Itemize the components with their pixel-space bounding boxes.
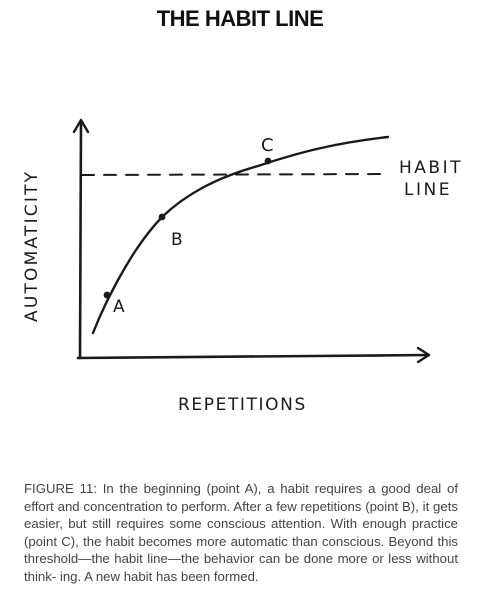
y-axis [78,120,83,360]
y-axis-arrowhead [72,118,90,134]
x-axis [76,353,430,360]
point-c-label: C [261,135,274,156]
page-title: THE HABIT LINE [156,6,324,31]
y-axis-label: AUTOMATICITY [22,170,42,322]
point-c-marker [264,157,272,165]
habit-line-diagram: A B C HABIT LINE AUTOMATICITY REPETITION… [22,118,463,415]
habit-line-label-line1: HABIT [399,158,463,178]
habit-curve [91,135,390,335]
point-a-label: A [113,297,125,317]
habit-line-label-line2: LINE [404,180,452,200]
point-b-label: B [171,230,183,250]
point-a-marker [103,291,111,299]
point-b-marker [158,213,166,221]
diagram-canvas: A B C HABIT LINE AUTOMATICITY REPETITION… [22,118,463,415]
x-axis-arrowhead [416,346,431,364]
figure-caption: FIGURE 11: In the beginning (point A), a… [24,481,458,584]
x-axis-label: REPETITIONS [178,395,307,415]
